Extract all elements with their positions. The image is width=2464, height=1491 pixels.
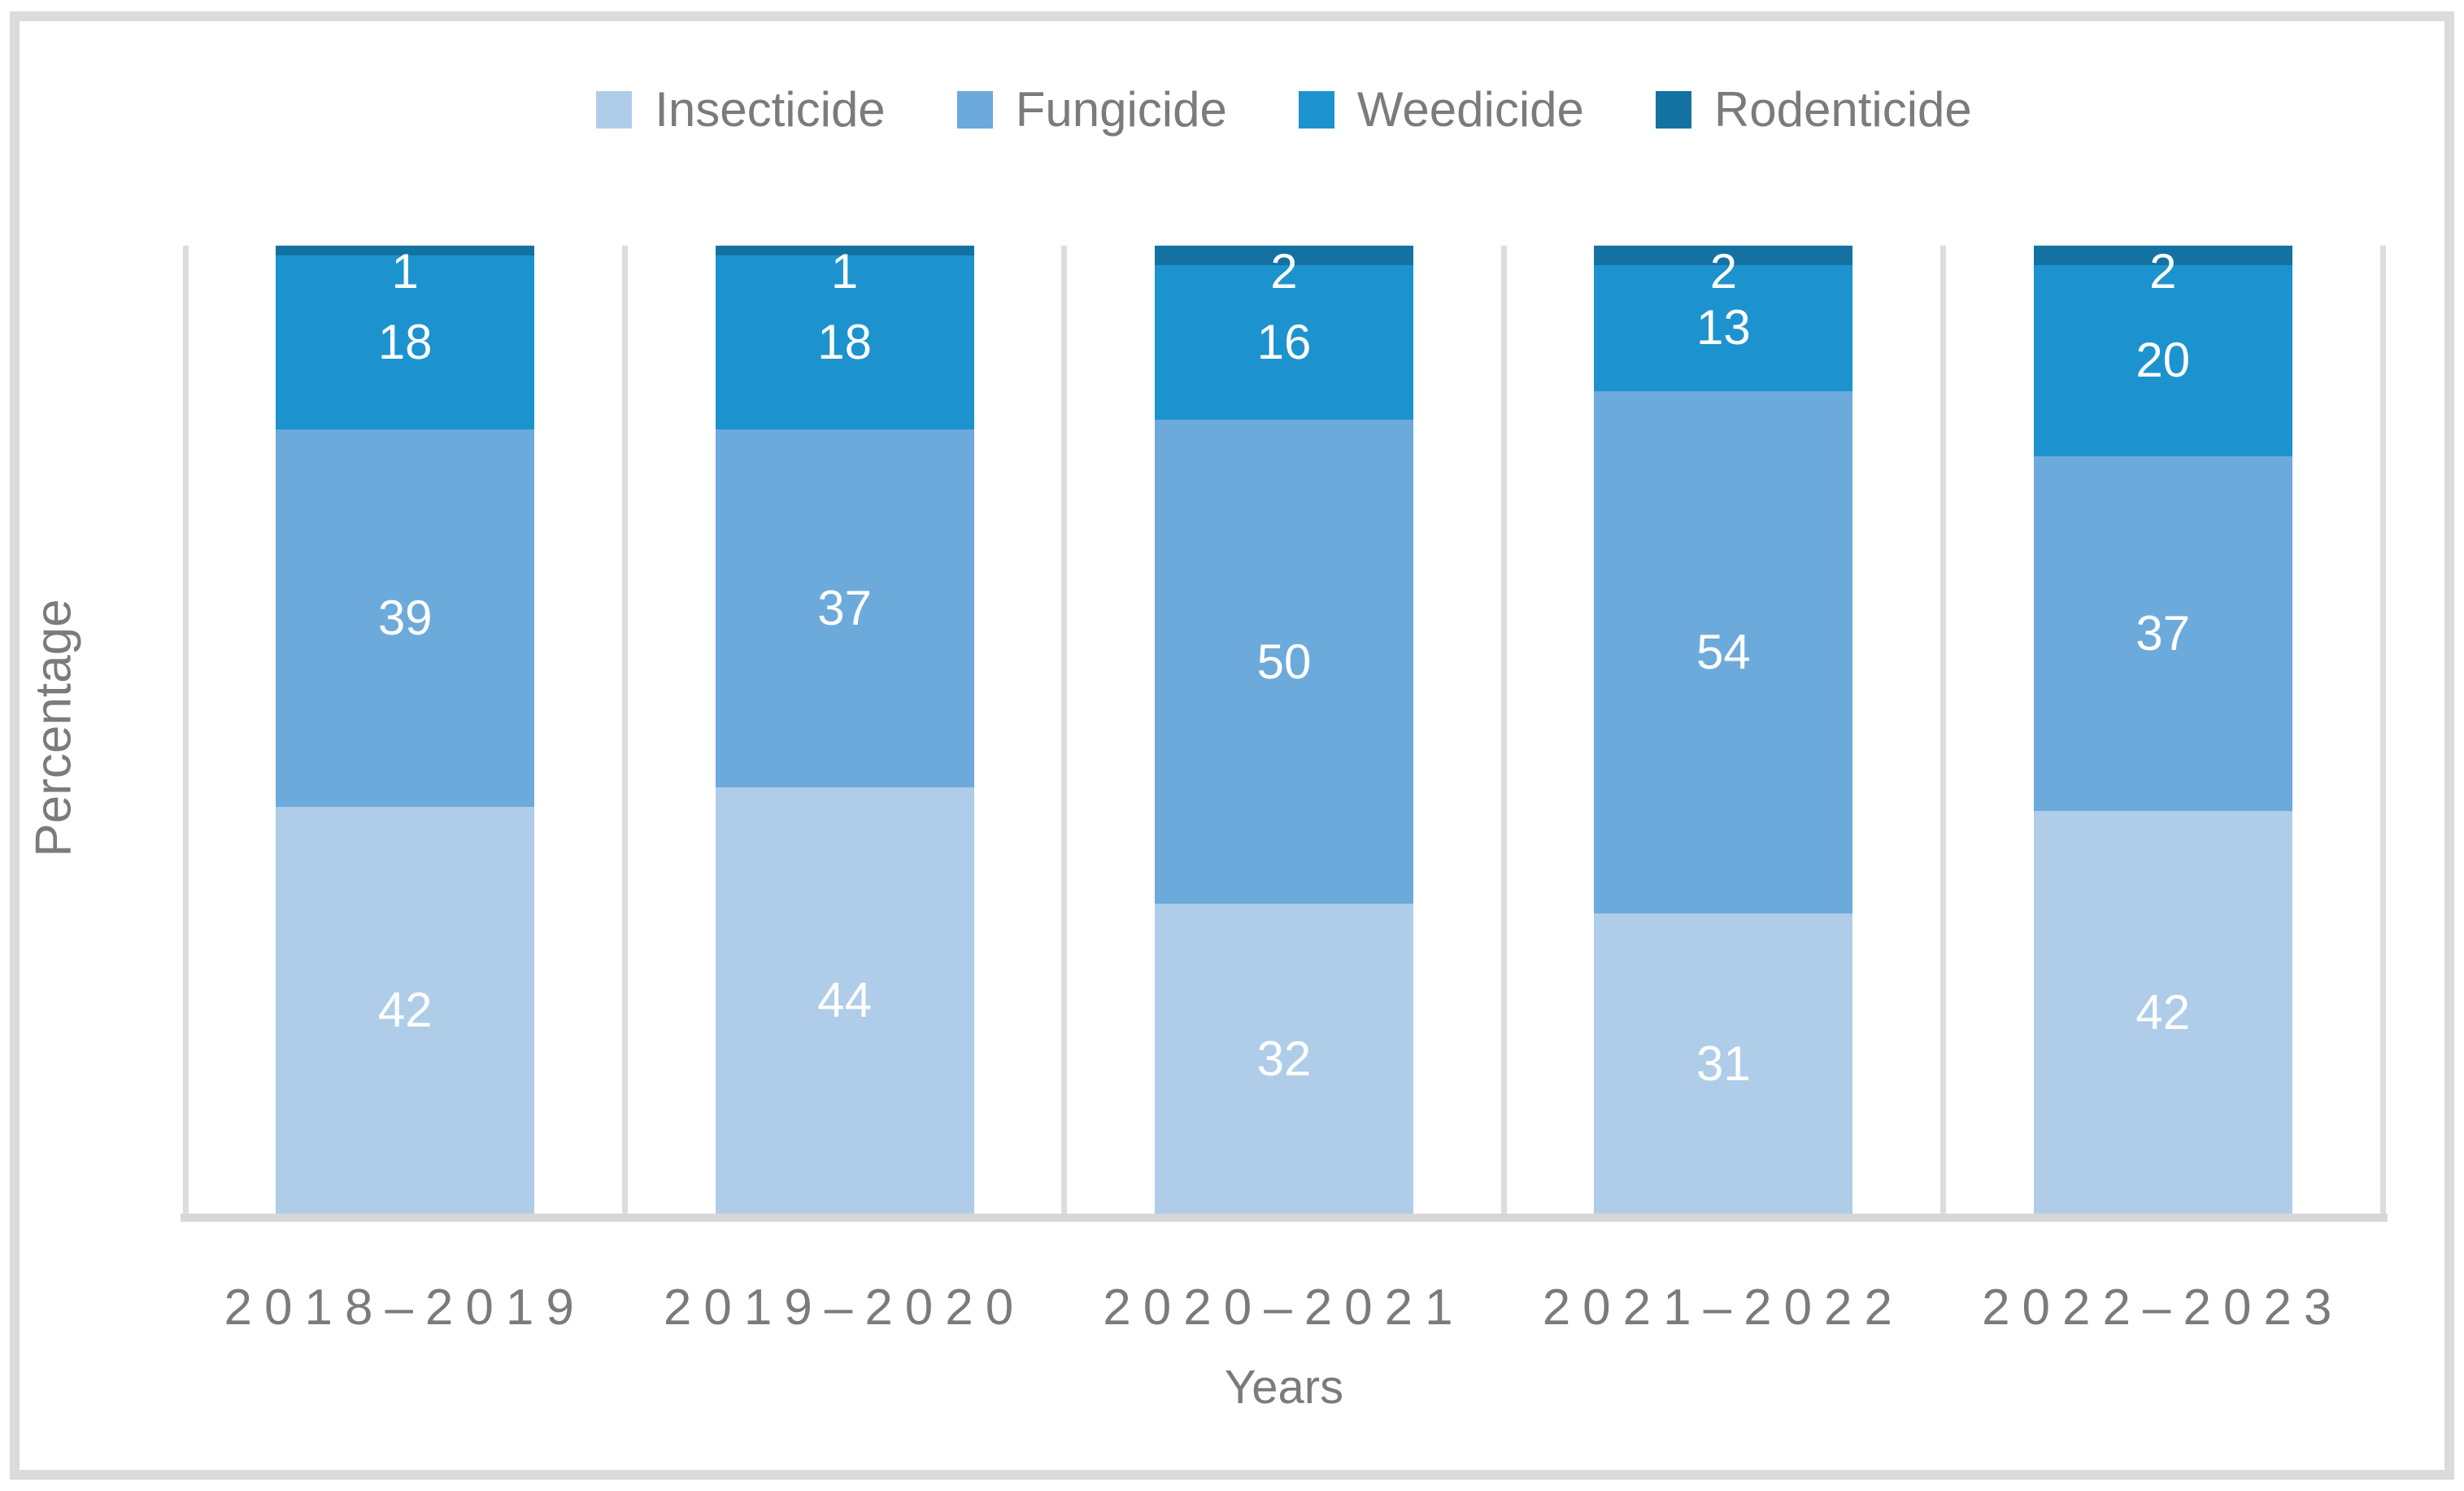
bar-segment-weedicide: 18	[276, 255, 535, 430]
value-label: 50	[1256, 634, 1312, 689]
bar-2019–2020: 44 37 18 1	[715, 246, 974, 1214]
bar-segment-insecticide: 31	[1594, 913, 1853, 1214]
value-label: 1	[391, 244, 419, 299]
bar-segment-insecticide: 42	[2033, 811, 2292, 1214]
bar-2021–2022: 31 54 13 2	[1594, 246, 1853, 1214]
legend-label: Weedicide	[1356, 82, 1584, 137]
legend-label: Rodenticide	[1713, 82, 1972, 137]
legend-label: Fungicide	[1015, 82, 1227, 137]
value-label: 20	[2135, 333, 2191, 388]
bar-slot: 42 39 18 1	[185, 246, 625, 1214]
legend-item-weedicide: Weedicide	[1298, 81, 1584, 137]
legend-swatch-fungicide-icon	[956, 90, 993, 129]
value-label: 2	[1270, 244, 1298, 299]
bar-segment-rodenticide: 2	[2033, 246, 2292, 296]
x-axis-baseline	[181, 1214, 2388, 1222]
bar-slot: 31 54 13 2	[1504, 246, 1943, 1214]
legend-item-insecticide: Insecticide	[596, 81, 886, 137]
legend-label: Insecticide	[655, 82, 886, 137]
bar-2022–2023: 42 37 20 2	[2033, 246, 2292, 1214]
bar-segment-weedicide: 13	[1594, 264, 1853, 391]
gridline	[182, 246, 189, 1214]
bar-segment-fungicide: 37	[715, 429, 974, 788]
bar-slot: 44 37 18 1	[625, 246, 1064, 1214]
bar-segment-insecticide: 32	[1154, 904, 1413, 1214]
x-axis-labels: 2018–2019 2019–2020 2020–2021 2021–2022 …	[185, 1279, 2383, 1336]
bar-segment-rodenticide: 2	[1594, 246, 1853, 296]
value-label: 42	[377, 983, 433, 1038]
value-label: 32	[1256, 1031, 1312, 1086]
bar-segment-fungicide: 39	[276, 429, 535, 808]
value-label: 42	[2135, 984, 2191, 1040]
bar-segment-fungicide: 50	[1154, 420, 1413, 905]
gridline	[621, 246, 628, 1214]
bar-2018–2019: 42 39 18 1	[276, 246, 535, 1214]
value-label: 2	[2149, 244, 2177, 299]
value-label: 18	[817, 315, 872, 370]
value-label: 37	[817, 581, 872, 636]
bar-segment-insecticide: 44	[715, 787, 974, 1214]
bar-segment-weedicide: 20	[2033, 264, 2292, 457]
value-label: 18	[377, 315, 433, 370]
legend-swatch-rodenticide-icon	[1655, 90, 1691, 129]
gridline	[1940, 246, 1947, 1214]
value-label: 44	[817, 973, 872, 1028]
gridline	[1061, 246, 1068, 1214]
value-label: 31	[1696, 1035, 1751, 1091]
value-label: 39	[377, 591, 433, 646]
bar-segment-rodenticide: 2	[1154, 246, 1413, 296]
value-label: 13	[1696, 300, 1751, 355]
plot-area: 42 39 18 1 44 37 18 1 32 50 16 2 31 54 13 2 42 37 20 2	[181, 246, 2388, 1222]
value-label: 1	[830, 244, 859, 299]
value-label: 37	[2135, 606, 2191, 661]
x-axis-label: 2020–2021	[1103, 1280, 1465, 1336]
value-label: 16	[1256, 315, 1312, 369]
gridline	[2379, 246, 2386, 1214]
legend: Insecticide Fungicide Weedicide Rodentic…	[185, 81, 2383, 137]
value-label: 2	[1709, 244, 1738, 299]
legend-item-rodenticide: Rodenticide	[1655, 81, 1972, 137]
x-axis-label: 2019–2020	[663, 1280, 1026, 1336]
bar-2020–2021: 32 50 16 2	[1154, 246, 1413, 1214]
bar-segment-insecticide: 42	[276, 807, 535, 1214]
legend-item-fungicide: Fungicide	[956, 81, 1227, 137]
x-axis-label: 2018–2019	[224, 1280, 586, 1336]
bar-slot: 42 37 20 2	[1944, 246, 2383, 1214]
x-axis-label: 2021–2022	[1542, 1280, 1905, 1336]
bar-segment-weedicide: 16	[1154, 264, 1413, 421]
bar-slot: 32 50 16 2	[1064, 246, 1504, 1214]
value-label: 54	[1696, 624, 1751, 679]
bar-segment-fungicide: 37	[2033, 456, 2292, 812]
bar-segment-rodenticide: 1	[276, 246, 535, 296]
bar-segment-fungicide: 54	[1594, 390, 1853, 914]
x-axis-label: 2022–2023	[1982, 1280, 2344, 1336]
legend-swatch-weedicide-icon	[1298, 90, 1334, 129]
bar-segment-rodenticide: 1	[715, 246, 974, 296]
x-axis-title: Years	[1224, 1361, 1344, 1414]
bar-segment-weedicide: 18	[715, 255, 974, 430]
legend-swatch-insecticide-icon	[596, 90, 633, 129]
gridline	[1500, 246, 1507, 1214]
y-axis-title: Percentage	[25, 599, 82, 857]
